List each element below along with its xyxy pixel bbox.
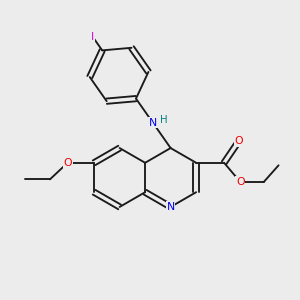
Text: N: N	[149, 118, 157, 128]
Text: O: O	[235, 136, 243, 146]
Text: N: N	[167, 202, 175, 212]
Text: I: I	[91, 32, 94, 42]
Text: O: O	[63, 158, 72, 168]
Text: H: H	[160, 115, 168, 125]
Text: O: O	[236, 177, 244, 187]
